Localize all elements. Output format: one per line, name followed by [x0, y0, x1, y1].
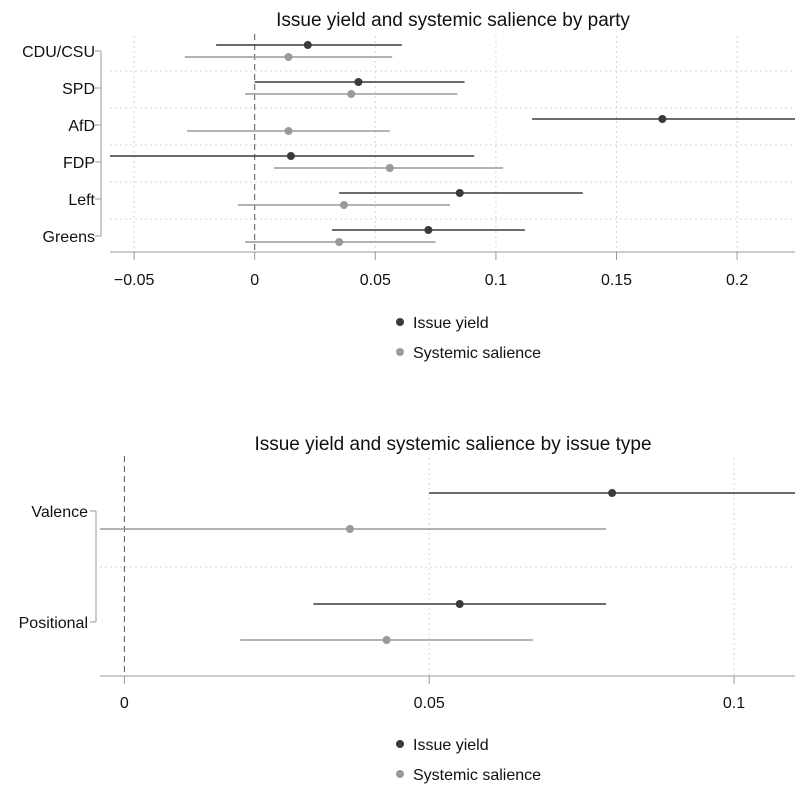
point-systemic-salience-positional — [382, 636, 391, 644]
x-tick-label-1: 0 — [250, 272, 259, 289]
point-issue-yield-valence — [608, 489, 617, 497]
chart-title-party: Issue yield and systemic salience by par… — [276, 10, 630, 31]
legend-label-issue-yield: Issue yield — [413, 315, 489, 332]
category-label-spd: SPD — [62, 81, 95, 98]
y-axis-party: CDU/CSU SPD AfD FDP Left Greens — [22, 44, 102, 246]
panel-by-issue-type: Issue yield and systemic salience by iss… — [19, 434, 795, 784]
legend-issue-type: Issue yield Systemic salience — [396, 737, 541, 784]
legend-marker-issue-yield — [396, 318, 404, 326]
legend-label-systemic-salience: Systemic salience — [413, 767, 541, 784]
x-tick-label-0: 0 — [120, 695, 129, 712]
x-tick-label-1: 0.05 — [414, 695, 445, 712]
x-tick-label-0: −0.05 — [114, 272, 155, 289]
legend-label-issue-yield: Issue yield — [413, 737, 489, 754]
point-systemic-salience-cdu-csu — [284, 53, 293, 61]
x-tick-label-4: 0.15 — [601, 272, 632, 289]
point-issue-yield-left — [455, 189, 464, 197]
category-label-valence: Valence — [31, 504, 88, 521]
x-tick-label-5: 0.2 — [726, 272, 748, 289]
category-label-afd: AfD — [68, 118, 95, 135]
x-tick-label-2: 0.1 — [723, 695, 745, 712]
intervals-issue-type — [100, 489, 795, 644]
x-axis-party: −0.05 0 0.05 0.1 0.15 0.2 — [110, 251, 795, 289]
panel-by-party: Issue yield and systemic salience by par… — [22, 10, 795, 362]
category-label-fdp: FDP — [63, 155, 95, 172]
x-axis-issue-type: 0 0.05 0.1 — [100, 675, 795, 712]
point-issue-yield-spd — [354, 78, 363, 86]
point-systemic-salience-afd — [284, 127, 293, 135]
legend-marker-issue-yield — [396, 740, 404, 748]
point-issue-yield-fdp — [286, 152, 295, 160]
point-systemic-salience-greens — [335, 238, 344, 246]
category-label-positional: Positional — [19, 615, 88, 632]
x-tick-label-2: 0.05 — [360, 272, 391, 289]
point-systemic-salience-spd — [347, 90, 356, 98]
point-issue-yield-positional — [455, 600, 464, 608]
category-label-cdu-csu: CDU/CSU — [22, 44, 95, 61]
point-systemic-salience-left — [339, 201, 348, 209]
gridlines-party — [110, 36, 795, 252]
point-systemic-salience-valence — [345, 525, 354, 533]
category-label-left: Left — [68, 192, 95, 209]
point-issue-yield-afd — [658, 115, 667, 123]
x-tick-label-3: 0.1 — [485, 272, 507, 289]
legend-marker-systemic-salience — [396, 348, 404, 356]
category-label-greens: Greens — [43, 229, 95, 246]
legend-marker-systemic-salience — [396, 770, 404, 778]
point-issue-yield-cdu-csu — [303, 41, 312, 49]
y-axis-issue-type: Valence Positional — [19, 504, 97, 632]
legend-label-systemic-salience: Systemic salience — [413, 345, 541, 362]
gridlines-issue-type — [100, 458, 795, 676]
point-issue-yield-greens — [424, 226, 433, 234]
point-systemic-salience-fdp — [385, 164, 394, 172]
chart-title-issue-type: Issue yield and systemic salience by iss… — [254, 434, 651, 455]
legend-party: Issue yield Systemic salience — [396, 315, 541, 362]
intervals-party — [110, 41, 795, 246]
